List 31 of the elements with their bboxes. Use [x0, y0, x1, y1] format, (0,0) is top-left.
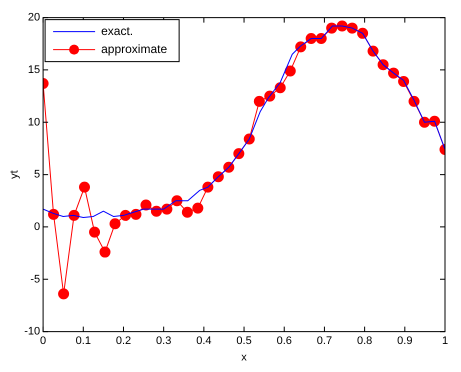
y-tick-label: 15: [28, 64, 40, 76]
point: [58, 288, 70, 300]
x-axis-title: x: [241, 351, 248, 364]
point: [192, 202, 204, 214]
x-tick-label: 0.8: [356, 335, 372, 348]
x-tick-label: 0.5: [236, 335, 252, 348]
x-tick-label: 1: [442, 335, 448, 348]
point: [78, 182, 90, 193]
x-tick-label: 0.9: [397, 335, 412, 348]
point: [110, 218, 121, 230]
point: [284, 65, 296, 76]
x-tick-label: 0.6: [276, 335, 292, 348]
x-tick-label: 0.7: [316, 335, 332, 348]
legend-label: approximate: [101, 42, 168, 56]
point: [99, 246, 110, 258]
y-tick-label: 10: [28, 116, 40, 128]
x-tick-label: 0.3: [156, 335, 172, 348]
point: [140, 199, 152, 210]
point: [89, 226, 100, 238]
x-tick-label: 0.4: [196, 335, 212, 348]
y-tick-label: -5: [30, 273, 40, 286]
x-tick-label: 0.1: [76, 335, 91, 348]
y-tick-label: 20: [28, 12, 40, 24]
point: [182, 206, 193, 218]
y-tick-label: -10: [24, 326, 40, 338]
y-axis-title: yt: [8, 170, 21, 179]
point: [254, 96, 265, 107]
legend-label: exact.: [101, 24, 134, 38]
x-tick-label: 0.2: [116, 335, 132, 348]
y-tick-label: 0: [34, 220, 40, 233]
y-tick-label: 5: [34, 168, 40, 181]
